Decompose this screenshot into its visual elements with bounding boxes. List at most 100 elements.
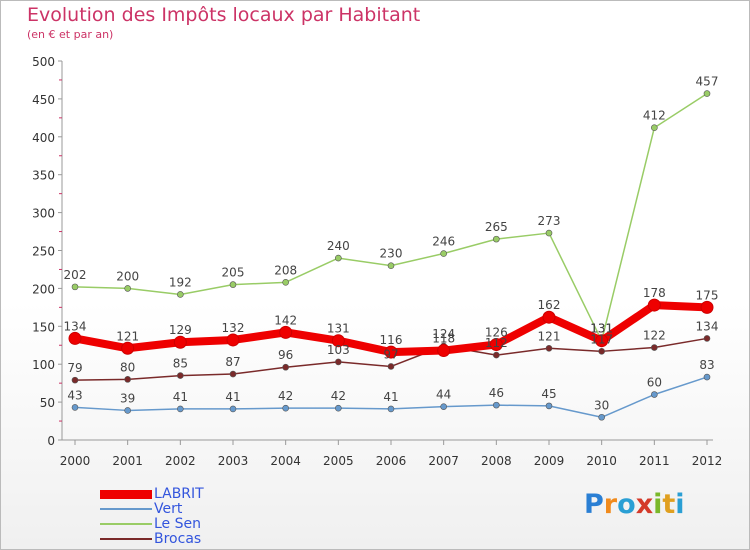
data-point-vert: [493, 401, 500, 409]
data-label-labrit: 132: [222, 321, 245, 335]
data-label-vert: 44: [436, 388, 451, 402]
data-point-labrit: [279, 325, 293, 339]
data-point-brocas: [229, 370, 237, 378]
x-tick-label: 2001: [112, 454, 143, 468]
data-label-brocas: 103: [327, 343, 350, 357]
x-tick-label: 2004: [270, 454, 301, 468]
data-label-brocas: 85: [173, 357, 188, 371]
y-tick-label: 0: [47, 434, 55, 448]
data-point-le-sen: [282, 279, 289, 286]
logo-letter: r: [603, 489, 618, 520]
data-label-vert: 30: [594, 398, 609, 412]
x-tick-label: 2010: [586, 454, 617, 468]
data-label-brocas: 121: [538, 329, 561, 343]
data-point-labrit: [437, 344, 451, 358]
logo-letter: o: [617, 489, 636, 520]
logo-text: Proxiti: [584, 489, 685, 520]
data-point-vert: [282, 404, 289, 412]
data-label-labrit: 129: [169, 323, 192, 337]
legend-swatch-brocas: [100, 538, 152, 540]
y-tick-label: 400: [32, 131, 55, 145]
data-label-le-sen: 273: [538, 214, 561, 228]
y-tick-label: 150: [32, 320, 55, 334]
data-point-labrit: [595, 334, 609, 348]
data-point-vert: [545, 402, 553, 410]
data-point-le-sen: [440, 250, 447, 257]
data-label-brocas: 112: [485, 336, 508, 350]
data-label-brocas: 79: [67, 361, 82, 375]
data-label-labrit: 131: [327, 322, 350, 336]
data-point-vert: [651, 391, 658, 398]
x-tick-label: 2005: [323, 454, 354, 468]
series-line-le-sen: [74, 92, 708, 342]
data-label-brocas: 134: [696, 319, 719, 333]
data-label-vert: 39: [120, 391, 135, 405]
logo-letter: i: [675, 489, 685, 520]
data-label-brocas: 87: [225, 355, 240, 369]
y-tick-label: 100: [32, 358, 55, 372]
logo-letter: t: [662, 489, 676, 520]
data-label-labrit: 175: [696, 288, 719, 302]
data-label-vert: 41: [173, 390, 188, 404]
data-label-labrit: 116: [380, 333, 403, 347]
data-point-le-sen: [387, 262, 395, 269]
data-label-vert: 83: [699, 358, 714, 372]
data-point-brocas: [703, 335, 711, 342]
data-label-brocas: 117: [590, 332, 613, 346]
data-label-le-sen: 230: [380, 247, 403, 261]
x-tick-label: 2002: [165, 454, 196, 468]
y-tick-label: 450: [32, 93, 55, 107]
x-tick-label: 2009: [534, 454, 565, 468]
x-tick-label: 2007: [428, 454, 459, 468]
data-label-labrit: 121: [116, 329, 139, 343]
data-point-labrit: [121, 341, 135, 355]
logo-letter: x: [635, 489, 654, 520]
data-label-labrit: 134: [64, 319, 87, 333]
data-label-brocas: 96: [278, 348, 293, 362]
data-point-labrit: [542, 310, 556, 324]
x-tick-label: 2011: [639, 454, 670, 468]
data-label-brocas: 124: [432, 327, 455, 341]
data-point-brocas: [124, 376, 131, 383]
data-point-labrit: [647, 298, 661, 312]
data-label-le-sen: 131: [590, 322, 613, 336]
data-point-brocas: [387, 363, 395, 370]
data-point-labrit: [173, 335, 187, 349]
data-point-brocas: [177, 372, 184, 379]
data-point-brocas: [335, 358, 342, 366]
legend-swatch-le-sen: [100, 523, 152, 525]
y-tick-label: 250: [32, 245, 55, 259]
legend-swatch-labrit: [100, 490, 152, 499]
data-point-brocas: [493, 351, 500, 359]
data-point-brocas: [282, 363, 289, 371]
legend-swatch-vert: [100, 508, 152, 510]
y-tick-label: 300: [32, 207, 55, 221]
logo-letter: P: [584, 489, 604, 520]
data-point-labrit: [68, 331, 82, 345]
y-tick-label: 500: [32, 55, 55, 69]
y-tick-label: 50: [40, 396, 55, 410]
legend-label-le-sen: Le Sen: [154, 516, 201, 532]
data-label-labrit: 178: [643, 286, 666, 300]
data-point-brocas: [71, 376, 79, 384]
data-point-le-sen: [493, 235, 500, 243]
chart-subtitle: (en € et par an): [27, 28, 114, 41]
data-label-labrit: 162: [538, 298, 561, 312]
data-point-le-sen: [177, 291, 184, 298]
data-label-vert: 60: [647, 376, 662, 390]
data-label-le-sen: 240: [327, 239, 350, 253]
data-point-vert: [229, 405, 237, 413]
data-point-brocas: [545, 344, 553, 352]
data-label-vert: 43: [67, 388, 82, 402]
y-tick-label: 200: [32, 282, 55, 296]
data-point-labrit: [700, 300, 714, 314]
data-label-vert: 46: [489, 386, 504, 400]
data-point-brocas: [598, 348, 605, 355]
data-point-vert: [124, 407, 131, 414]
data-label-le-sen: 265: [485, 220, 508, 234]
data-point-vert: [335, 404, 342, 412]
data-label-le-sen: 246: [432, 235, 455, 249]
proxiti-logo: Proxiti: [584, 489, 685, 520]
